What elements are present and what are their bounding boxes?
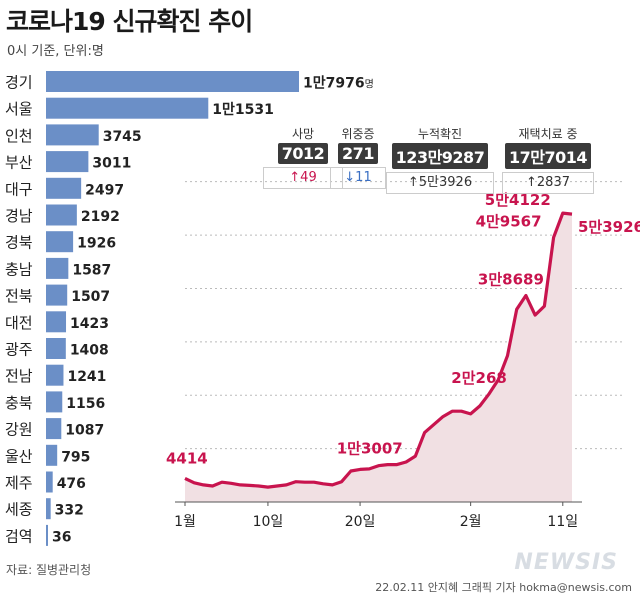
stat-label: 위중증 [341, 127, 375, 141]
up-arrow-icon: ↑ [407, 175, 419, 190]
bar-value-label: 1만7976명 [303, 76, 374, 92]
bar-category-label: 전남 [5, 367, 33, 385]
bar-category-label: 충북 [5, 394, 33, 412]
stat-value: 123만9287 [391, 143, 489, 169]
bar-value-label: 1241 [67, 369, 106, 385]
x-tick-label: 10일 [253, 514, 284, 530]
bar-5 [46, 177, 82, 199]
bar-category-label: 경기 [5, 74, 33, 92]
stat-value: 17만7014 [504, 143, 592, 169]
bar-category-label: 서울 [5, 100, 33, 118]
bar-3 [46, 124, 99, 146]
bar-value-label: 1423 [70, 316, 109, 332]
bar-category-label: 제주 [5, 474, 33, 492]
bar-9 [46, 284, 68, 306]
data-annotation: 5만3926 [578, 218, 640, 236]
bar-15 [46, 444, 58, 466]
stat-critical: 위중증 271 ↓11 [330, 125, 386, 189]
bar-category-label: 부산 [5, 154, 33, 172]
bar-11 [46, 338, 66, 359]
up-arrow-icon: ↑ [289, 170, 301, 185]
bar-value-label: 2192 [81, 209, 120, 225]
x-tick-label: 20일 [345, 514, 376, 530]
bar-value-label: 1926 [77, 236, 116, 252]
data-annotation: 1만3007 [337, 440, 403, 458]
data-annotation: 5만4122 [485, 191, 551, 209]
stat-home-treatment: 재택치료 중 17만7014 ↑2837 [502, 125, 594, 194]
bar-category-label: 충남 [5, 260, 33, 278]
stat-change: ↓11 [330, 167, 386, 189]
stat-change-value: 2837 [536, 175, 570, 190]
bar-value-label: 795 [61, 449, 90, 465]
bar-value-label: 3011 [92, 156, 131, 172]
bar-6 [46, 204, 77, 226]
bar-value-label: 1156 [66, 396, 105, 412]
bar-value-label: 3745 [103, 129, 142, 145]
bar-value-label: 1408 [70, 343, 109, 359]
data-annotation: 2만268 [451, 369, 507, 387]
bar-14 [46, 418, 62, 440]
stat-change-value: 5만3926 [418, 175, 473, 190]
down-arrow-icon: ↓ [344, 170, 356, 185]
x-tick-label: 1월 [174, 514, 196, 530]
bar-10 [46, 311, 67, 333]
page-title: 코로나19 신규확진 추이 [6, 7, 253, 36]
stat-label: 누적확진 [417, 127, 463, 141]
bar-12 [46, 364, 64, 386]
data-annotation: 4414 [166, 449, 208, 467]
data-annotation: 3만8689 [478, 270, 544, 288]
bar-value-label: 1507 [71, 289, 110, 305]
bar-value-label: 332 [55, 503, 84, 519]
series-line [184, 211, 573, 489]
stat-label: 사망 [291, 127, 315, 141]
stat-label: 재택치료 중 [518, 127, 578, 141]
bar-2 [46, 97, 209, 119]
bar-1 [46, 71, 299, 92]
x-tick-label: 11일 [547, 514, 578, 530]
bar-17 [46, 498, 51, 520]
stat-deaths: 사망 7012 ↑49 [263, 125, 343, 189]
bar-category-label: 울산 [5, 447, 33, 465]
bar-16 [46, 471, 53, 493]
bar-13 [46, 391, 63, 413]
bar-category-label: 대전 [5, 314, 33, 332]
data-annotation: 4만9567 [476, 212, 542, 230]
stat-cumulative: 누적확진 123만9287 ↑5만3926 [386, 125, 494, 194]
bar-category-label: 경남 [5, 207, 33, 225]
bar-category-label: 광주 [5, 341, 33, 359]
subtitle: 0시 기준, 단위:명 [7, 44, 104, 59]
stat-change: ↑2837 [502, 172, 594, 194]
up-arrow-icon: ↑ [526, 175, 537, 190]
bar-category-label: 전북 [5, 287, 33, 305]
bar-value-label: 36 [52, 529, 71, 545]
bar-value-label: 1만1531 [212, 102, 274, 118]
newsis-watermark: NEWSIS [514, 550, 618, 575]
bar-value-label: 2497 [85, 182, 124, 198]
stat-value: 271 [338, 143, 378, 164]
stat-change-value: 49 [300, 170, 317, 185]
source-note: 자료: 질병관리청 [6, 563, 92, 577]
bar-category-label: 경북 [5, 234, 33, 252]
bar-category-label: 인천 [5, 127, 33, 145]
bar-category-label: 대구 [5, 180, 33, 198]
bar-4 [46, 151, 89, 173]
x-tick-label: 2월 [460, 514, 482, 530]
bar-18 [46, 524, 48, 546]
credit-line: 22.02.11 안지혜 그래픽 기자 hokma@newsis.com [375, 581, 632, 594]
bar-8 [46, 257, 69, 279]
bar-category-label: 검역 [5, 527, 33, 545]
bar-value-label: 1587 [72, 262, 111, 278]
bar-value-label: 1087 [65, 423, 104, 439]
stat-change: ↑5만3926 [386, 172, 494, 194]
line-area-fill [185, 213, 572, 502]
stat-change: ↑49 [263, 167, 343, 189]
stat-change-value: 11 [355, 170, 372, 185]
bar-value-label: 476 [57, 476, 86, 492]
bar-7 [46, 231, 74, 253]
stat-value: 7012 [277, 143, 329, 164]
bar-category-label: 강원 [5, 421, 33, 439]
bar-category-label: 세종 [5, 501, 33, 519]
